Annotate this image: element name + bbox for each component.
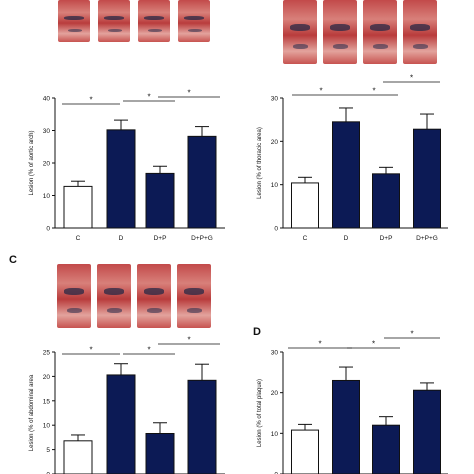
y-tick-label: 5 bbox=[46, 447, 50, 454]
thoracic-photo-c bbox=[283, 0, 317, 64]
y-tick-label: 40 bbox=[43, 96, 51, 103]
y-axis-label: Lesion (% of thoracic area) bbox=[257, 127, 263, 199]
significance-star: * bbox=[147, 93, 150, 102]
bar-c bbox=[291, 429, 319, 474]
bar-dpp bbox=[145, 432, 175, 474]
x-tick-label: C bbox=[303, 235, 308, 242]
significance-star: * bbox=[89, 96, 92, 105]
y-tick-label: 0 bbox=[274, 472, 278, 474]
x-tick-label: D+P+G bbox=[191, 235, 213, 242]
panel-letter-d: D bbox=[253, 326, 261, 338]
significance-star: * bbox=[372, 87, 375, 96]
significance-star: * bbox=[89, 346, 92, 355]
y-tick-label: 0 bbox=[274, 226, 278, 233]
panel-letter-c: C bbox=[9, 254, 17, 266]
bar-d bbox=[332, 379, 360, 474]
bar-dpppg bbox=[413, 128, 441, 229]
abdominal-photo-dpg bbox=[177, 264, 211, 328]
thoracic-photo-d bbox=[323, 0, 357, 64]
bar-d bbox=[106, 374, 136, 474]
x-tick-label: C bbox=[76, 235, 81, 242]
thoracic-photo-dp bbox=[363, 0, 397, 64]
abdominal-photo-d bbox=[97, 264, 131, 328]
x-tick-label: D+P bbox=[154, 235, 167, 242]
y-tick-label: 0 bbox=[46, 226, 50, 233]
y-axis-label: Lesion (% of total plaque) bbox=[257, 379, 263, 447]
bar-dpp bbox=[145, 172, 175, 229]
x-tick-label: D+P+G bbox=[416, 235, 438, 242]
thoracic-photo-dpg bbox=[403, 0, 437, 64]
y-tick-label: 30 bbox=[271, 350, 279, 357]
y-tick-label: 15 bbox=[43, 398, 51, 405]
bar-dpppg bbox=[187, 379, 217, 474]
bar-c bbox=[63, 440, 93, 474]
x-tick-label: D bbox=[119, 235, 124, 242]
significance-star: * bbox=[147, 346, 150, 355]
aortic-arch-photo-dpg bbox=[178, 0, 210, 42]
significance-star: * bbox=[319, 87, 322, 96]
bar-d bbox=[332, 121, 360, 229]
y-tick-label: 30 bbox=[43, 128, 51, 135]
y-tick-label: 20 bbox=[43, 161, 51, 168]
y-tick-label: 20 bbox=[271, 390, 279, 397]
significance-star: * bbox=[187, 89, 190, 98]
y-tick-label: 10 bbox=[43, 193, 51, 200]
abdominal-photo-dp bbox=[137, 264, 171, 328]
y-axis-label: Lesion (% of aortic arch) bbox=[29, 130, 35, 195]
significance-star: * bbox=[187, 336, 190, 345]
bar-dpppg bbox=[413, 389, 441, 474]
aortic-arch-photo-c bbox=[58, 0, 90, 42]
bar-c bbox=[291, 182, 319, 229]
y-axis-label: Lesion (% of abdominal area bbox=[29, 374, 35, 451]
x-tick-label: D bbox=[344, 235, 349, 242]
bar-dpppg bbox=[187, 135, 217, 229]
y-tick-label: 0 bbox=[46, 472, 50, 474]
y-tick-label: 20 bbox=[43, 374, 51, 381]
significance-star: * bbox=[410, 74, 413, 83]
y-tick-label: 10 bbox=[43, 423, 51, 430]
y-tick-label: 30 bbox=[271, 96, 279, 103]
y-tick-label: 10 bbox=[271, 182, 279, 189]
y-tick-label: 10 bbox=[271, 431, 279, 438]
bar-dpp bbox=[372, 424, 400, 474]
abdominal-photo-c bbox=[57, 264, 91, 328]
bar-d bbox=[106, 129, 136, 229]
y-tick-label: 25 bbox=[43, 350, 51, 357]
y-tick-label: 20 bbox=[271, 139, 279, 146]
significance-star: * bbox=[318, 340, 321, 349]
aortic-arch-photo-dp bbox=[138, 0, 170, 42]
aortic-arch-photo-d bbox=[98, 0, 130, 42]
bar-dpp bbox=[372, 173, 400, 229]
x-tick-label: D+P bbox=[380, 235, 393, 242]
significance-star: * bbox=[372, 340, 375, 349]
significance-star: * bbox=[410, 330, 413, 339]
bar-c bbox=[63, 185, 93, 229]
